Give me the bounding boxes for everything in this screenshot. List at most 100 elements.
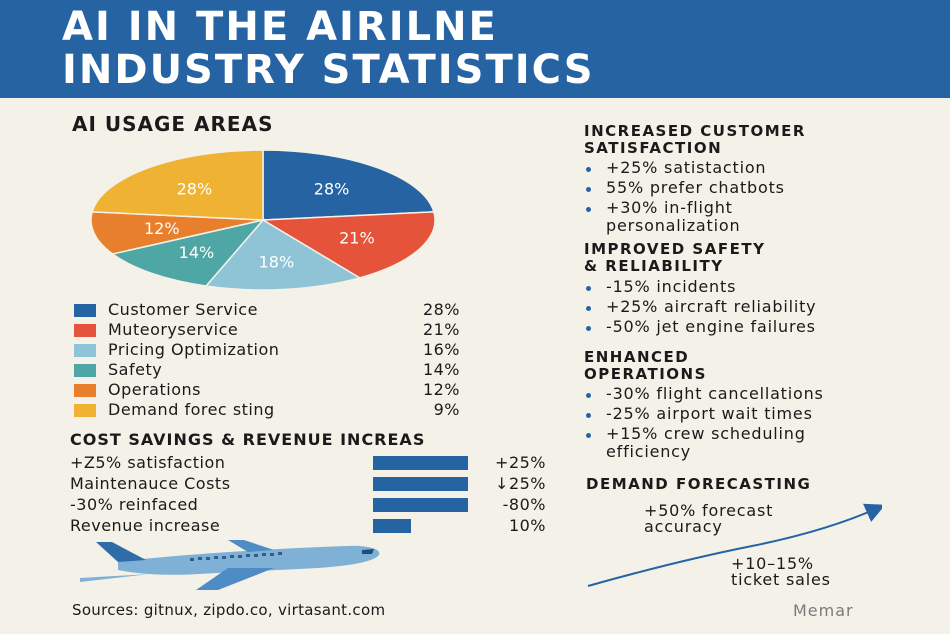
forecast-accuracy: +50% forecast xyxy=(644,501,774,520)
bullet-icon xyxy=(586,433,591,438)
legend-item: Operations 12% xyxy=(74,380,466,400)
legend-percent: 12% xyxy=(422,380,460,399)
heading-line: ENHANCED xyxy=(584,348,690,366)
item-text: -50% jet engine failures xyxy=(606,317,816,336)
cost-row: Revenue increase 10% xyxy=(70,515,550,536)
forecast-trend-line xyxy=(587,503,882,587)
item-text-continued: efficiency xyxy=(606,442,692,461)
pie-slice xyxy=(91,149,264,221)
cost-value: +25% xyxy=(495,453,546,472)
legend-swatch xyxy=(74,304,96,317)
item-text-continued: personalization xyxy=(606,216,741,235)
usage-legend: Customer Service 28% Muteoryservice 21% … xyxy=(74,300,466,420)
legend-item: Muteoryservice 21% xyxy=(74,320,466,340)
pie-slice-label: 21% xyxy=(339,228,375,247)
legend-item: Safety 14% xyxy=(74,360,466,380)
legend-label: Operations xyxy=(108,380,201,399)
item-text: +15% crew scheduling xyxy=(606,424,806,443)
legend-item: Demand forec sting 9% xyxy=(74,400,466,420)
cost-heading: COST SAVINGS & REVENUE INCREAS xyxy=(70,430,426,449)
safety-heading: IMPROVED SAFETY & RELIABILITY xyxy=(584,241,924,275)
pie-slice-label: 28% xyxy=(314,180,350,199)
bullet-icon xyxy=(586,207,591,212)
list-item: +15% crew scheduling efficiency xyxy=(584,425,924,461)
list-item: +25% aircraft reliability xyxy=(584,298,924,316)
bullet-icon xyxy=(586,326,591,331)
cost-bar xyxy=(373,456,468,470)
list-item: +30% in-flight personalization xyxy=(584,199,924,235)
legend-item: Pricing Optimization 16% xyxy=(74,340,466,360)
item-text: 55% prefer chatbots xyxy=(606,178,785,197)
heading-line: INCREASED CUSTOMER xyxy=(584,122,806,140)
heading-line: OPERATIONS xyxy=(584,365,707,383)
cost-label: Maintenauce Costs xyxy=(70,474,231,493)
sources-note: Sources: gitnux, zipdo.co, virtasant.com xyxy=(72,601,386,619)
bullet-icon xyxy=(586,167,591,172)
legend-percent: 28% xyxy=(422,300,460,319)
operations-list: -30% flight cancellations -25% airport w… xyxy=(584,385,924,463)
header-banner: AI IN THE AIRILNE INDUSTRY STATISTICS xyxy=(0,0,950,98)
pie-slice xyxy=(262,149,435,221)
legend-swatch xyxy=(74,344,96,357)
item-text: +25% aircraft reliability xyxy=(606,297,817,316)
legend-percent: 14% xyxy=(422,360,460,379)
legend-label: Customer Service xyxy=(108,300,258,319)
bullet-icon xyxy=(586,306,591,311)
cost-label: +Z5% satisfaction xyxy=(70,453,226,472)
legend-percent: 21% xyxy=(422,320,460,339)
forecast-ticket-sales-continued: ticket sales xyxy=(731,570,831,589)
customer-satisfaction-heading: INCREASED CUSTOMER SATISFACTION xyxy=(584,123,924,157)
heading-line: IMPROVED SAFETY xyxy=(584,240,766,258)
legend-percent: 9% xyxy=(433,400,460,419)
watermark-logo: Memar xyxy=(793,601,854,620)
pie-slice-label: 28% xyxy=(177,180,213,199)
pie-slice-label: 18% xyxy=(259,253,295,272)
cost-bar xyxy=(373,519,411,533)
legend-swatch xyxy=(74,324,96,337)
list-item: +25% satistaction xyxy=(584,159,924,177)
cost-bar xyxy=(373,477,468,491)
page-title: AI IN THE AIRILNE INDUSTRY STATISTICS xyxy=(62,6,595,92)
legend-label: Pricing Optimization xyxy=(108,340,280,359)
list-item: 55% prefer chatbots xyxy=(584,179,924,197)
bullet-icon xyxy=(586,393,591,398)
title-line-2: INDUSTRY STATISTICS xyxy=(62,47,595,93)
heading-line: SATISFACTION xyxy=(584,139,723,157)
legend-label: Safety xyxy=(108,360,163,379)
legend-swatch xyxy=(74,404,96,417)
pie-slice xyxy=(110,218,266,287)
cost-row: +Z5% satisfaction +25% xyxy=(70,452,550,473)
list-item: -30% flight cancellations xyxy=(584,385,924,403)
forecast-accuracy-continued: accuracy xyxy=(644,517,723,536)
cost-bar xyxy=(373,498,468,512)
title-line-1: AI IN THE AIRILNE xyxy=(62,4,498,50)
demand-forecasting-heading: DEMAND FORECASTING xyxy=(586,475,812,493)
list-item: -15% incidents xyxy=(584,278,924,296)
item-text: +25% satistaction xyxy=(606,158,767,177)
pie-slice xyxy=(260,211,436,279)
cost-value: ↓25% xyxy=(495,474,546,493)
bullet-icon xyxy=(586,413,591,418)
cost-row: Maintenauce Costs ↓25% xyxy=(70,473,550,494)
list-item: -25% airport wait times xyxy=(584,405,924,423)
legend-swatch xyxy=(74,364,96,377)
cost-value: 10% xyxy=(508,516,546,535)
cost-row: -30% reinfaced -80% xyxy=(70,494,550,515)
heading-line: & RELIABILITY xyxy=(584,257,724,275)
airplane-illustration xyxy=(80,540,380,590)
item-text: -25% airport wait times xyxy=(606,404,813,423)
cost-value: -80% xyxy=(502,495,546,514)
usage-pie-chart: 28% 21% 18% 14% 12% 28% xyxy=(90,149,436,291)
customer-satisfaction-list: +25% satistaction 55% prefer chatbots +3… xyxy=(584,159,924,237)
list-item: -50% jet engine failures xyxy=(584,318,924,336)
pie-slice xyxy=(204,219,362,291)
cost-table: +Z5% satisfaction +25% Maintenauce Costs… xyxy=(70,452,550,536)
item-text: -30% flight cancellations xyxy=(606,384,824,403)
legend-item: Customer Service 28% xyxy=(74,300,466,320)
bullet-icon xyxy=(586,286,591,291)
bullet-icon xyxy=(586,187,591,192)
cost-label: -30% reinfaced xyxy=(70,495,199,514)
item-text: -15% incidents xyxy=(606,277,737,296)
legend-label: Demand forec sting xyxy=(108,400,275,419)
pie-slice-label: 14% xyxy=(179,243,215,262)
